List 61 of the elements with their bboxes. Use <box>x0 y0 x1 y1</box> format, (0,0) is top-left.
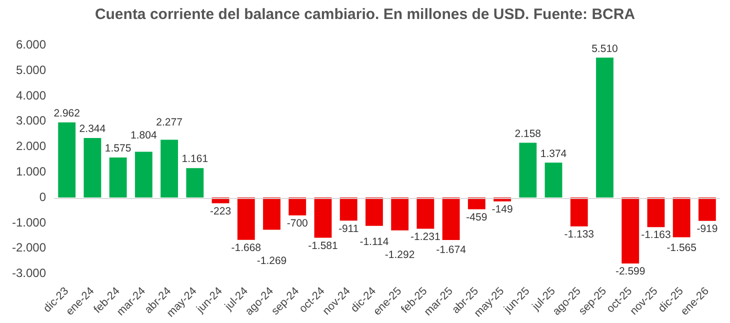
y-tick-label: 4.000 <box>16 88 46 102</box>
data-label: 1.575 <box>104 142 132 155</box>
y-tick-label: 6.000 <box>16 38 46 52</box>
data-label: -700 <box>286 217 308 230</box>
data-label: 1.804 <box>130 130 157 142</box>
bar <box>84 138 102 198</box>
y-tick-label: -2.000 <box>12 240 46 255</box>
bar <box>237 198 255 240</box>
y-tick-label: 1.000 <box>16 164 46 178</box>
bar <box>314 198 332 238</box>
data-label: -911 <box>338 222 359 235</box>
y-tick-label: 2.000 <box>16 139 46 154</box>
y-tick-label: -1.000 <box>12 215 46 230</box>
bar <box>288 198 306 216</box>
data-label: -149 <box>492 203 513 216</box>
data-label: 2.158 <box>514 128 542 140</box>
bar <box>391 198 409 230</box>
bar <box>570 198 588 226</box>
bar <box>698 198 716 221</box>
y-tick-label: -3.000 <box>12 266 46 280</box>
bar <box>160 140 178 198</box>
chart-title: Cuenta corriente del balance cambiario. En millones de USD. Fuente: BCRA <box>94 5 636 25</box>
data-label: -1.133 <box>564 228 594 240</box>
bar <box>672 198 690 238</box>
data-label: 2.277 <box>156 116 183 129</box>
bar <box>468 198 486 210</box>
data-label: -223 <box>210 205 232 218</box>
data-label: -1.674 <box>436 244 466 256</box>
bar <box>340 198 358 221</box>
bar <box>263 198 280 230</box>
data-label: -459 <box>466 211 488 224</box>
bar <box>134 152 152 198</box>
bar <box>186 168 204 198</box>
bar <box>596 58 614 198</box>
data-label: -1.668 <box>231 242 262 254</box>
bar <box>647 198 665 228</box>
bar <box>416 198 434 229</box>
bar <box>365 198 383 226</box>
bar <box>442 198 460 240</box>
y-tick-label: 5.000 <box>16 62 46 77</box>
bar <box>519 142 537 198</box>
data-label: -1.565 <box>666 242 697 254</box>
data-label: -1.292 <box>384 248 415 261</box>
data-label: -1.269 <box>256 255 287 268</box>
data-label: 2.344 <box>79 123 106 136</box>
data-label: 2.962 <box>54 107 80 120</box>
bar <box>58 122 76 198</box>
bar <box>109 158 127 198</box>
data-label: -1.231 <box>410 230 440 243</box>
data-label: 1.374 <box>540 148 567 160</box>
bar <box>622 198 640 264</box>
data-label: -1.114 <box>360 236 389 248</box>
data-label: -1.581 <box>308 240 338 252</box>
y-tick-label: 0 <box>39 190 46 204</box>
bar <box>544 162 562 198</box>
y-tick-label: 3.000 <box>16 114 46 128</box>
data-label: -2.599 <box>615 266 646 278</box>
data-label: 5.510 <box>592 42 618 55</box>
data-label: 1.161 <box>182 153 208 166</box>
data-label: -1.163 <box>641 229 672 242</box>
data-label: -919 <box>696 223 718 236</box>
